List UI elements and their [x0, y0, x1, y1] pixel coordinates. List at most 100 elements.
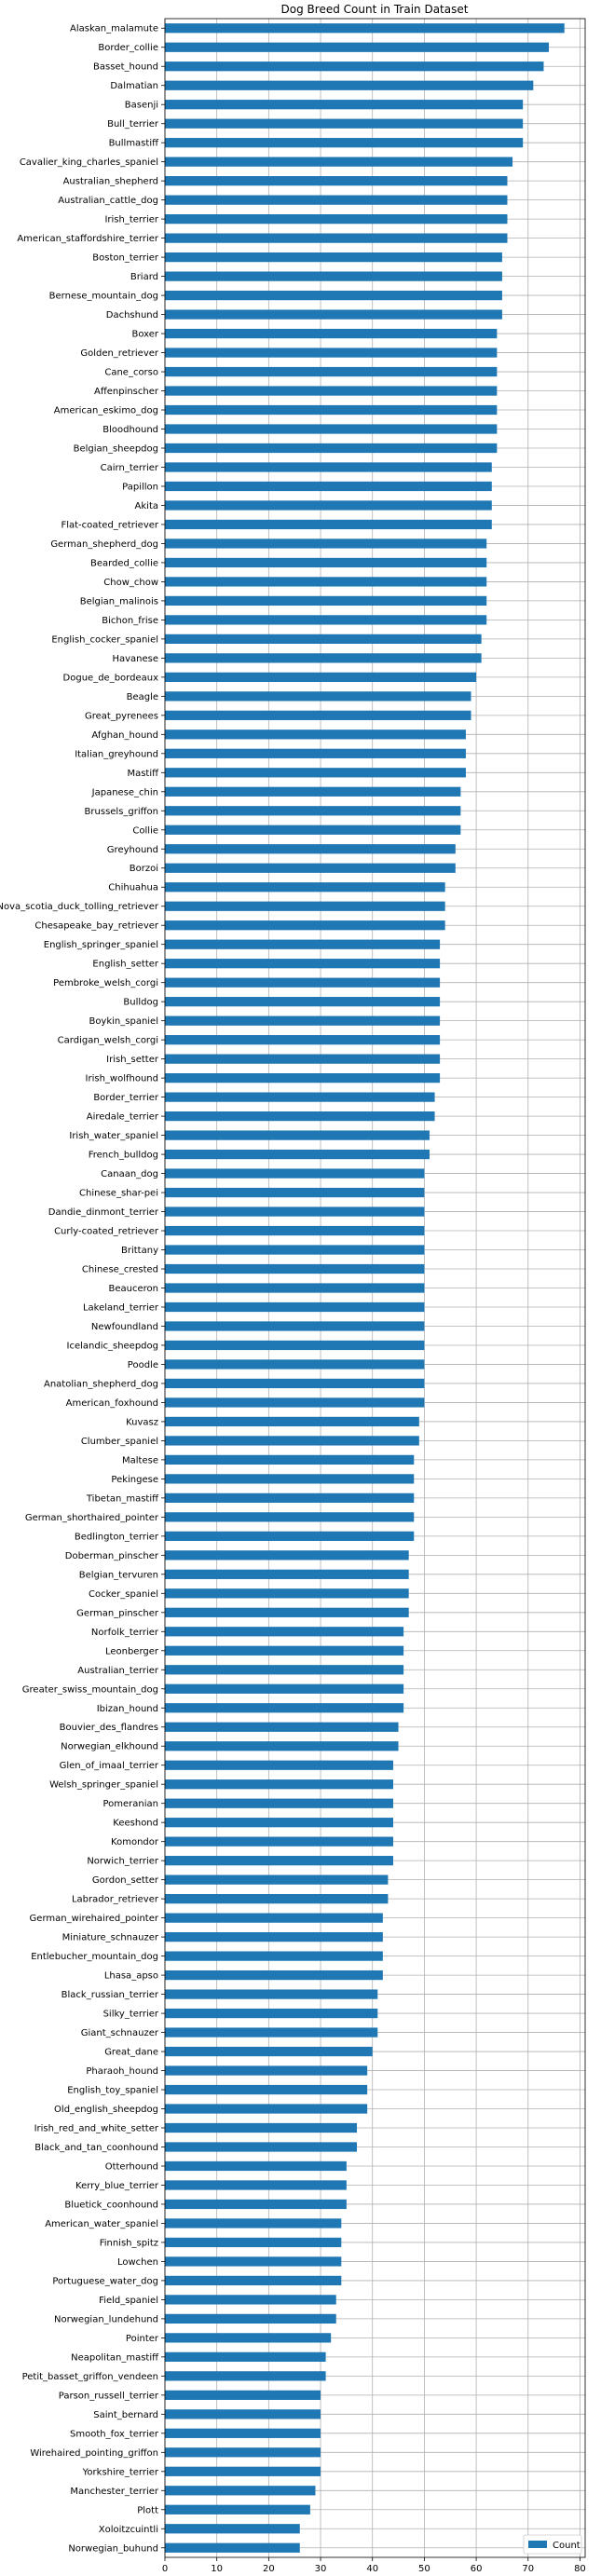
y-tick-label: Norfolk_terrier — [91, 1628, 159, 1638]
y-tick-label: Japanese_chin — [91, 787, 158, 797]
y-tick-label: Dalmatian — [110, 81, 158, 91]
bar-plott — [165, 2504, 310, 2515]
y-tick-label: Bouvier_des_flandres — [60, 1723, 158, 1733]
bar-american_water_spaniel — [165, 2218, 342, 2228]
bar-bull_terrier — [165, 118, 524, 129]
bar-cane_corso — [165, 366, 498, 377]
y-tick-label: Black_russian_terrier — [61, 1990, 159, 2000]
bar-basset_hound — [165, 61, 544, 72]
bar-nova_scotia_duck_tolling_retriever — [165, 901, 445, 911]
x-tick-labels: 0 10 20 30 40 50 60 70 80 — [162, 2557, 586, 2574]
x-tick-label: 20 — [263, 2564, 275, 2574]
y-tick-label: Australian_shepherd — [63, 177, 158, 187]
y-tick-label: Alaskan_malamute — [70, 24, 158, 34]
bar-black_and_tan_coonhound — [165, 2142, 358, 2152]
bar-chow_chow — [165, 577, 487, 587]
y-tick-label: Bichon_frise — [102, 616, 158, 626]
bar-poodle — [165, 1359, 425, 1370]
y-tick-label: Kuvasz — [126, 1417, 158, 1427]
bar-havanese — [165, 653, 482, 663]
bar-cavalier_king_charles_spaniel — [165, 157, 513, 167]
bar-irish_wolfhound — [165, 1073, 441, 1084]
x-tick-label: 70 — [522, 2564, 534, 2574]
y-tick-label: German_pinscher — [76, 1608, 159, 1618]
y-tick-label: Briard — [130, 272, 158, 282]
bar-curly-coated_retriever — [165, 1225, 425, 1236]
y-tick-label: Entlebucher_mountain_dog — [31, 1952, 158, 1962]
y-tick-label: Saint_bernard — [93, 2410, 158, 2420]
bar-giant_schnauzer — [165, 2027, 378, 2038]
y-tick-label: Pharaoh_hound — [86, 2066, 158, 2077]
y-tick-label: Greyhound — [107, 845, 158, 855]
y-tick-label: Bedlington_terrier — [75, 1532, 159, 1542]
bar-cairn_terrier — [165, 462, 492, 472]
y-tick-label: Golden_retriever — [80, 348, 159, 359]
y-tick-label: Giant_schnauzer — [81, 2028, 159, 2038]
bar-bichon_frise — [165, 615, 487, 625]
x-tick-label: 10 — [211, 2564, 223, 2574]
y-tick-label: Finnish_spitz — [100, 2238, 158, 2248]
y-tick-label: Border_collie — [98, 43, 158, 53]
bar-lakeland_terrier — [165, 1302, 425, 1313]
y-tick-label: Greater_swiss_mountain_dog — [22, 1684, 158, 1695]
y-tick-label: Irish_red_and_white_setter — [34, 2124, 159, 2134]
x-tick-label: 0 — [162, 2564, 168, 2574]
bar-bearded_collie — [165, 557, 487, 568]
bar-mastiff — [165, 768, 466, 778]
y-tick-label: Cane_corso — [104, 368, 158, 378]
bar-border_terrier — [165, 1092, 435, 1102]
y-tick-label: Boxer — [131, 330, 158, 340]
y-tick-label: Bloodhound — [102, 425, 158, 435]
y-tick-label: Chow_chow — [103, 578, 158, 588]
bar-finnish_spitz — [165, 2237, 342, 2248]
bar-border_collie — [165, 42, 550, 52]
bar-icelandic_sheepdog — [165, 1340, 425, 1351]
y-tick-label: French_bulldog — [89, 1151, 158, 1161]
y-tick-label: Otterhound — [105, 2161, 158, 2172]
y-tick-label: German_shepherd_dog — [50, 539, 158, 550]
bar-irish_terrier — [165, 214, 508, 225]
bar-portuguese_water_dog — [165, 2275, 342, 2286]
bar-belgian_sheepdog — [165, 443, 498, 454]
y-tick-label: Havanese — [112, 654, 158, 664]
bar-norwegian_buhund — [165, 2542, 300, 2553]
y-tick-label: Leonberger — [105, 1646, 159, 1656]
bar-pekingese — [165, 1474, 415, 1484]
bar-dogue_de_bordeaux — [165, 672, 477, 682]
bar-affenpinscher — [165, 386, 498, 396]
bar-great_pyrenees — [165, 710, 471, 720]
y-tick-label: American_water_spaniel — [45, 2219, 158, 2229]
bar-airedale_terrier — [165, 1111, 435, 1122]
bar-borzoi — [165, 863, 456, 873]
bar-beauceron — [165, 1283, 425, 1293]
bar-silky_terrier — [165, 2008, 378, 2019]
bar-irish_red_and_white_setter — [165, 2122, 358, 2133]
y-tick-label: Great_dane — [104, 2048, 158, 2058]
bar-bullmastiff — [165, 138, 524, 148]
bar-bedlington_terrier — [165, 1531, 415, 1541]
bar-lowchen — [165, 2256, 342, 2267]
bar-wirehaired_pointing_griffon — [165, 2447, 321, 2458]
bar-black_russian_terrier — [165, 1989, 378, 1999]
bar-leonberger — [165, 1645, 404, 1656]
y-tick-label: Papillon — [122, 482, 158, 492]
chart-title: Dog Breed Count in Train Dataset — [281, 3, 469, 16]
y-tick-label: English_springer_spaniel — [44, 940, 158, 950]
bar-brussels_griffon — [165, 806, 461, 816]
bar-american_foxhound — [165, 1397, 425, 1408]
y-tick-label: English_toy_spaniel — [67, 2086, 158, 2096]
bar-chinese_shar-pei — [165, 1187, 425, 1198]
bar-irish_setter — [165, 1054, 441, 1064]
bar-dachshund — [165, 309, 502, 320]
y-tick-label: Plott — [137, 2505, 158, 2515]
bar-labrador_retriever — [165, 1894, 389, 1904]
bar-norwich_terrier — [165, 1856, 393, 1866]
y-tick-label: Australian_cattle_dog — [58, 196, 158, 206]
y-tick-label: Poodle — [128, 1360, 158, 1370]
bar-keeshond — [165, 1818, 393, 1828]
y-tick-label: Doberman_pinscher — [65, 1551, 159, 1561]
legend-swatch-count — [528, 2541, 547, 2548]
y-tick-label: Boston_terrier — [92, 253, 159, 264]
bar-parson_russell_terrier — [165, 2390, 321, 2400]
